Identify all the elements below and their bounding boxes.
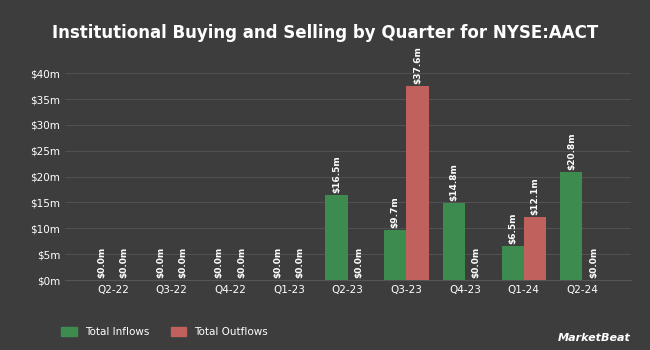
Bar [560, 173, 582, 280]
Bar [443, 203, 465, 280]
Bar [524, 217, 546, 280]
Text: $0.0m: $0.0m [274, 247, 282, 279]
Text: $37.6m: $37.6m [413, 46, 422, 84]
Text: $0.0m: $0.0m [472, 247, 481, 279]
Text: $0.0m: $0.0m [120, 247, 129, 279]
Text: $12.1m: $12.1m [530, 177, 540, 215]
Bar [384, 230, 406, 280]
Text: $16.5m: $16.5m [332, 155, 341, 192]
Text: $0.0m: $0.0m [354, 247, 363, 279]
Text: $6.5m: $6.5m [508, 213, 517, 244]
Text: $0.0m: $0.0m [589, 247, 598, 279]
Bar [502, 246, 524, 280]
Text: $0.0m: $0.0m [178, 247, 187, 279]
Text: MarketBeat: MarketBeat [558, 333, 630, 343]
Bar [326, 195, 348, 280]
Text: $20.8m: $20.8m [567, 133, 576, 170]
Text: $0.0m: $0.0m [214, 247, 224, 279]
Text: $14.8m: $14.8m [449, 163, 458, 201]
Text: $0.0m: $0.0m [237, 247, 246, 279]
Text: $0.0m: $0.0m [296, 247, 305, 279]
Text: $0.0m: $0.0m [156, 247, 165, 279]
Text: $9.7m: $9.7m [391, 196, 400, 228]
Text: $0.0m: $0.0m [98, 247, 107, 279]
Bar [406, 86, 429, 280]
Text: Institutional Buying and Selling by Quarter for NYSE:AACT: Institutional Buying and Selling by Quar… [52, 25, 598, 42]
Legend: Total Inflows, Total Outflows: Total Inflows, Total Outflows [57, 323, 272, 341]
